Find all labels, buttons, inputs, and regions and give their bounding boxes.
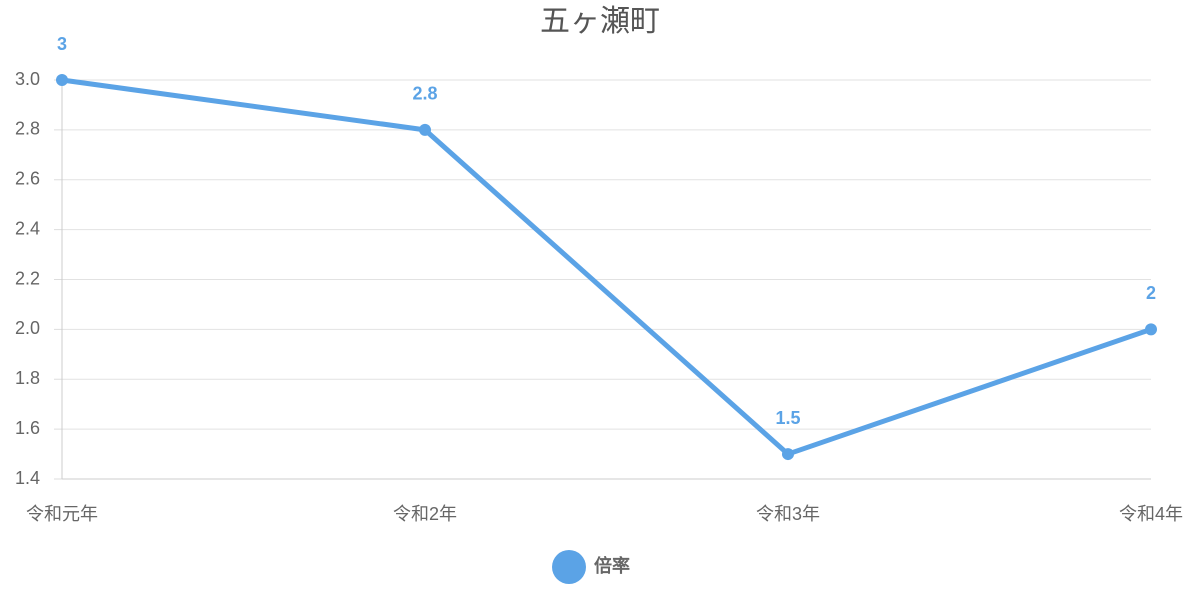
- data-label: 2: [1146, 283, 1156, 303]
- x-tick-label: 令和4年: [1119, 504, 1183, 524]
- y-tick-label: 2.2: [15, 268, 40, 288]
- point: [56, 74, 68, 86]
- y-tick-label: 2.6: [15, 169, 40, 189]
- data-label: 2.8: [412, 84, 437, 104]
- legend-label: 倍率: [594, 555, 630, 576]
- point: [782, 448, 794, 461]
- y-tick-label: 2.0: [15, 318, 40, 338]
- legend-marker: [552, 550, 586, 584]
- x-tick-label: 令和3年: [756, 504, 820, 524]
- point: [419, 123, 431, 136]
- y-tick-label: 2.4: [15, 218, 40, 238]
- y-tick-label: 1.6: [15, 418, 40, 438]
- y-tick-label: 1.4: [15, 468, 40, 488]
- y-tick-label: 2.8: [15, 119, 40, 139]
- x-tick-label: 令和元年: [26, 504, 98, 524]
- x-tick-label: 令和2年: [393, 504, 457, 524]
- data-label: 1.5: [775, 408, 800, 428]
- chart-title: 五ヶ瀬町: [540, 5, 660, 38]
- line: [61, 77, 1152, 457]
- y-tick-label: 1.8: [15, 368, 40, 388]
- data-label: 3: [57, 34, 67, 54]
- point: [1145, 323, 1157, 336]
- y-tick-label: 3.0: [15, 69, 40, 89]
